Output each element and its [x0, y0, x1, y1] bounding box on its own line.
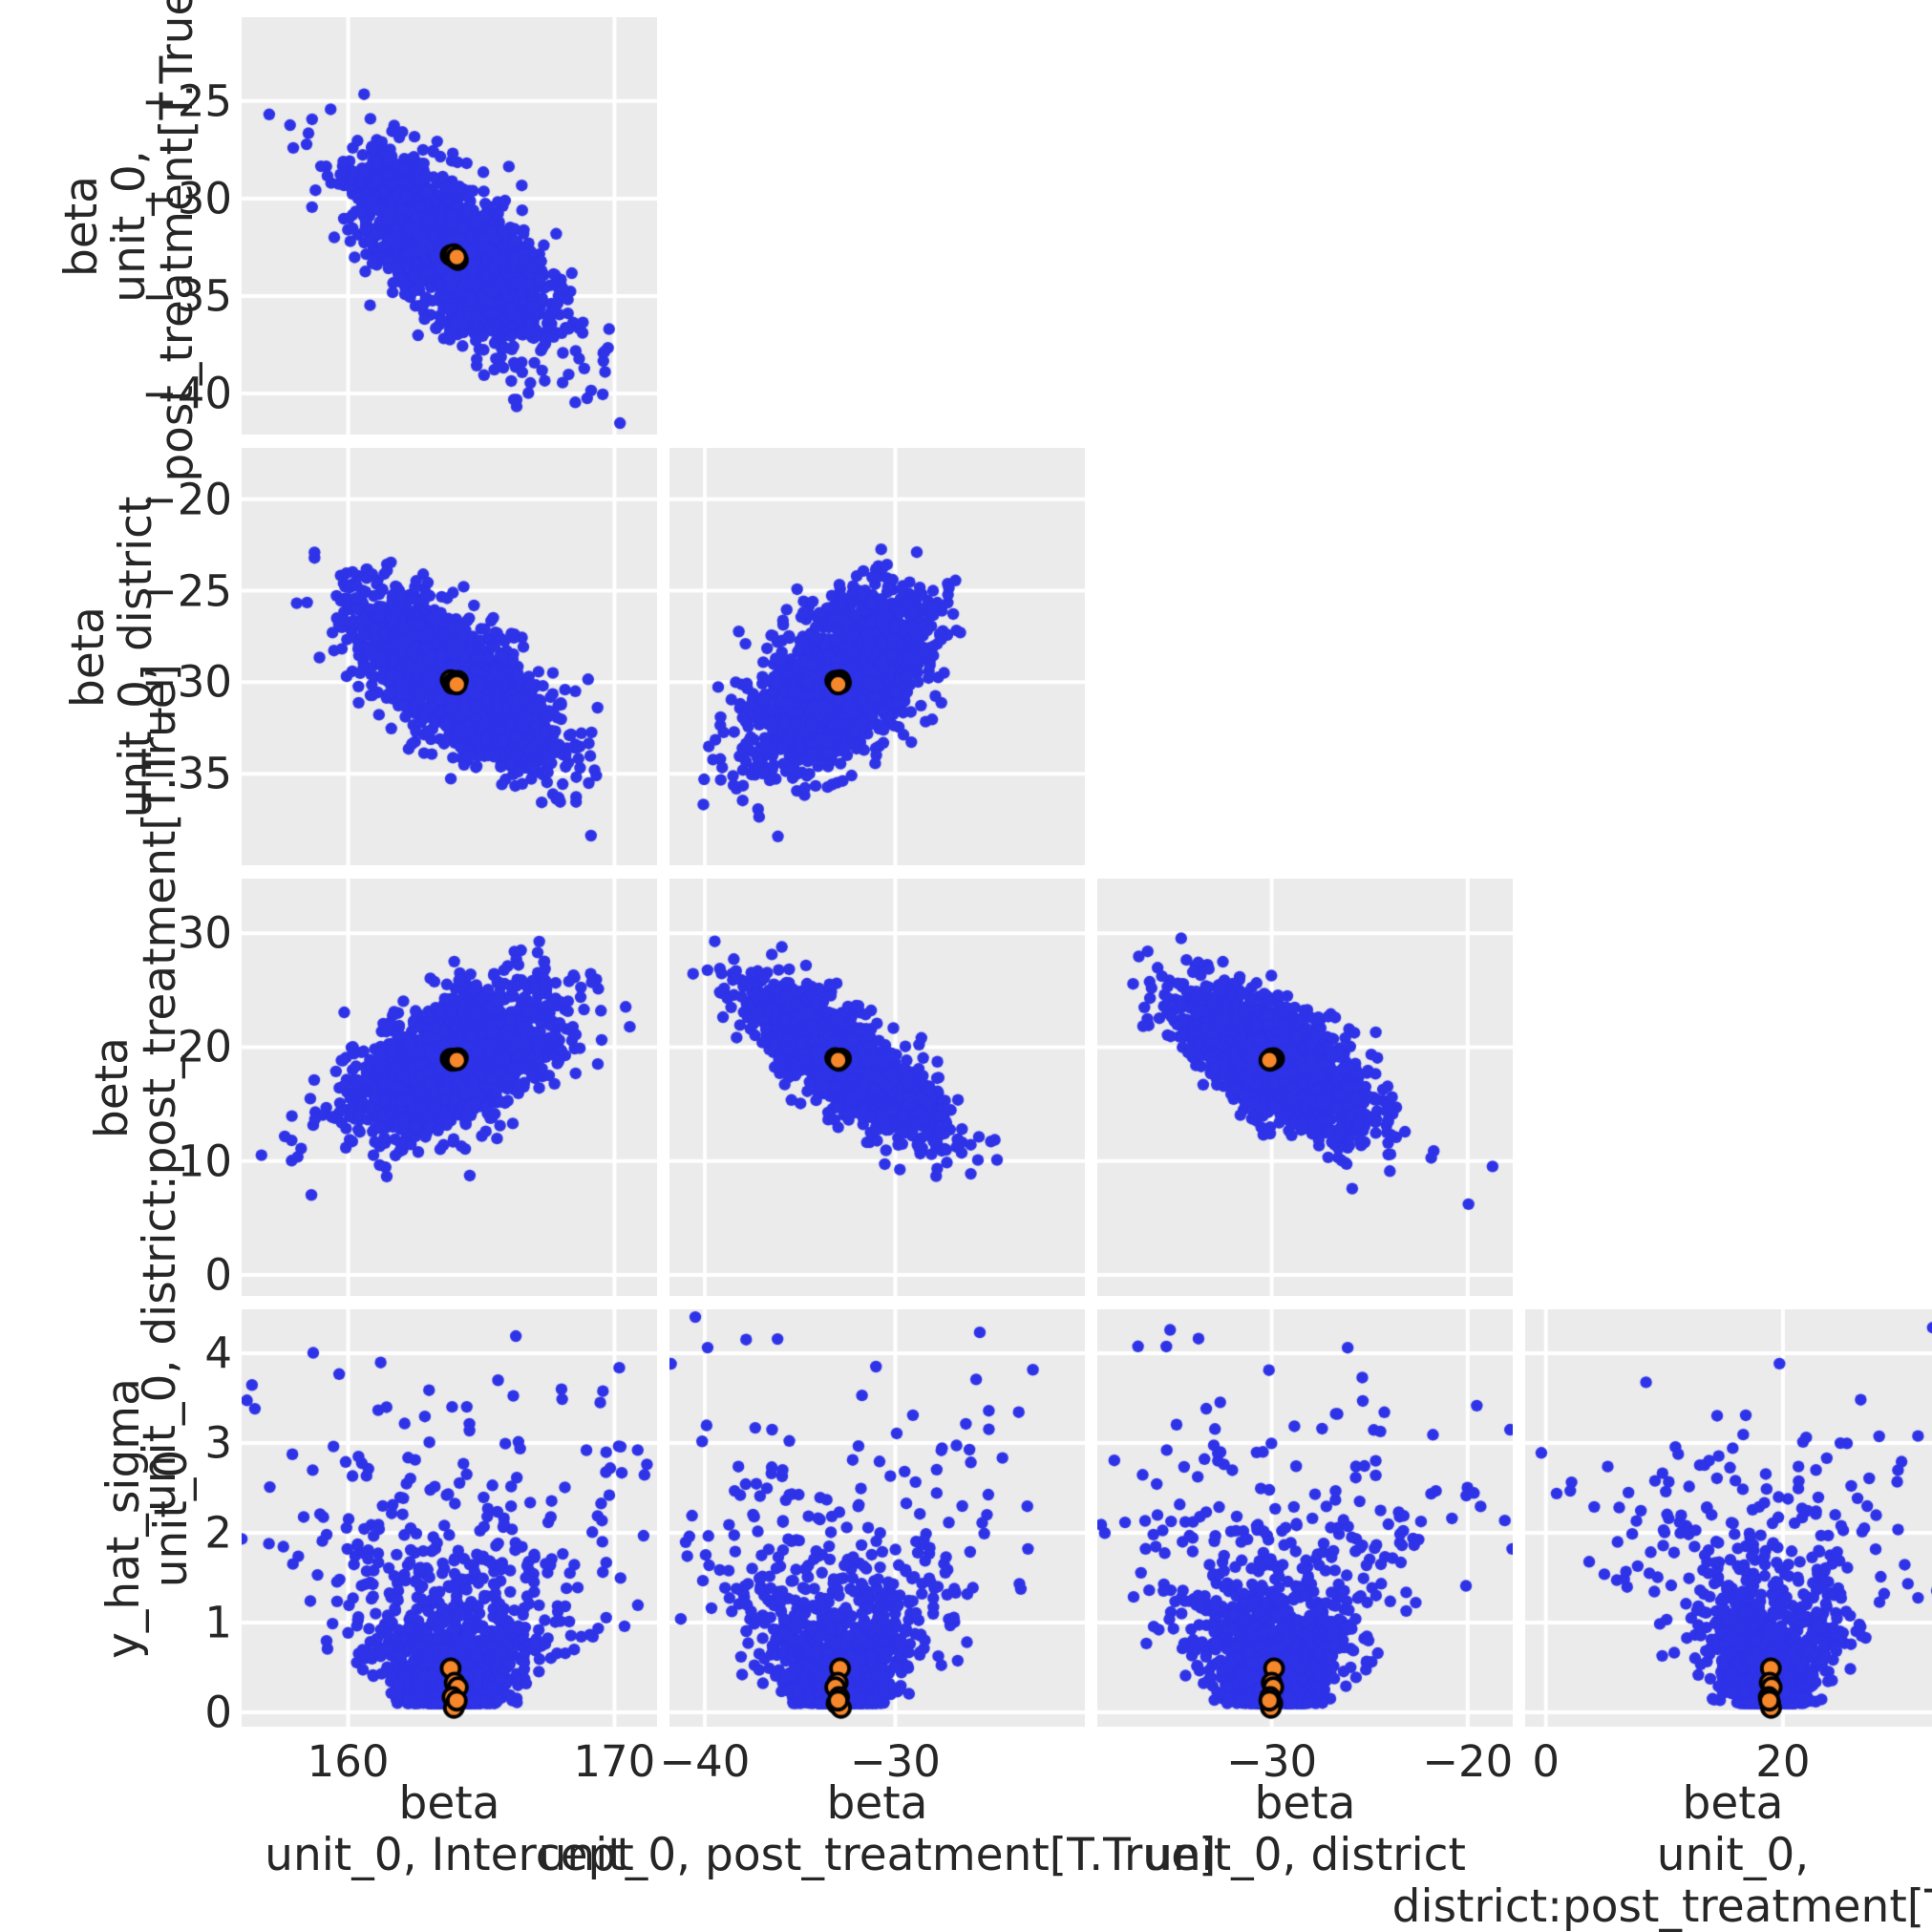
subplot-district_post-vs-intercept: [242, 879, 657, 1296]
y-tick-label: 30: [177, 907, 232, 959]
scatter-panel-canvas: [669, 448, 1085, 865]
scatter-panel-canvas: [1097, 879, 1513, 1296]
y-axis-label-line: unit_0: [145, 1449, 198, 1587]
y-tick-label: 10: [177, 1136, 232, 1187]
y-tick-label: 0: [204, 1687, 232, 1738]
subplot-district-vs-post_treatment: [669, 448, 1085, 865]
y-tick-label: 3: [204, 1417, 232, 1469]
y-tick-label: −25: [141, 565, 232, 616]
y-tick-label: 2: [204, 1507, 232, 1559]
subplot-district-vs-intercept: [242, 448, 657, 865]
x-tick-label: 170: [573, 1736, 656, 1787]
x-tick-label: −40: [659, 1736, 751, 1787]
y-axis-label-post_treatment: beta unit_0, post_treatment[T.True]: [55, 0, 203, 482]
y-tick-label: 1: [204, 1597, 232, 1648]
y-axis-label-line: post_treatment[T.True]: [151, 0, 203, 482]
x-axis-label-line: beta: [826, 1777, 928, 1830]
x-axis-label-line: beta: [398, 1777, 500, 1830]
y-tick-label: −20: [141, 474, 232, 525]
x-axis-label-district_post: betaunit_0,district:post_treatment[T.Tru…: [1392, 1778, 1932, 1932]
x-axis-label-post_treatment: beta unit_0, post_treatment[T.True]: [539, 1778, 1217, 1881]
y-tick-label: −30: [141, 173, 232, 224]
scatter-panel-canvas: [242, 448, 657, 865]
subplot-sigma-vs-post_treatment: [669, 1309, 1085, 1727]
y-tick-label: −30: [141, 656, 232, 708]
subplot-sigma-vs-district_post: [1525, 1309, 1932, 1727]
y-tick-label: −35: [141, 270, 232, 322]
y-tick-label: −40: [141, 368, 232, 419]
y-tick-label: 4: [204, 1327, 232, 1379]
x-axis-label-line: beta: [1682, 1777, 1784, 1830]
y-axis-label-line: beta: [55, 175, 108, 277]
x-tick-label: 160: [307, 1736, 390, 1787]
x-axis-label-intercept: beta unit_0, Intercept: [265, 1778, 634, 1881]
x-tick-label: 0: [1532, 1736, 1560, 1787]
x-tick-label: −30: [1226, 1736, 1318, 1787]
x-tick-label: −20: [1422, 1736, 1514, 1787]
y-tick-label: 20: [177, 1021, 232, 1072]
scatter-panel-canvas: [242, 17, 657, 435]
subplot-sigma-vs-intercept: [242, 1309, 657, 1727]
scatter-panel-canvas: [669, 1309, 1085, 1727]
y-axis-label-sigma: y_hat_sigma unit_0: [97, 1377, 198, 1659]
y-axis-label-line: y_hat_sigma: [97, 1377, 150, 1659]
x-axis-label-line: district:post_treatment[T.True]: [1391, 1880, 1932, 1932]
x-tick-label: −30: [849, 1736, 941, 1787]
y-axis-label-line: unit_0,: [103, 149, 156, 303]
subplot-post_treatment-vs-intercept: [242, 17, 657, 435]
scatter-panel-canvas: [242, 1309, 657, 1727]
x-axis-label-line: beta: [1254, 1777, 1356, 1830]
x-axis-label-line: unit_0, post_treatment[T.True]: [538, 1829, 1217, 1881]
scatter-panel-canvas: [669, 879, 1085, 1296]
x-axis-label-district: beta unit_0, district: [1144, 1778, 1466, 1881]
scatter-panel-canvas: [242, 879, 657, 1296]
y-tick-label: 0: [204, 1249, 232, 1301]
y-tick-label: −35: [141, 748, 232, 799]
subplot-district_post-vs-post_treatment: [669, 879, 1085, 1296]
y-tick-label: −25: [141, 75, 232, 127]
scatter-panel-canvas: [1097, 1309, 1513, 1727]
subplot-district_post-vs-district: [1097, 879, 1513, 1296]
scatter-panel-canvas: [1525, 1309, 1932, 1727]
x-tick-label: 20: [1755, 1736, 1811, 1787]
subplot-sigma-vs-district: [1097, 1309, 1513, 1727]
x-axis-label-line: unit_0,: [1656, 1829, 1810, 1881]
x-axis-label-line: unit_0, Intercept: [265, 1829, 634, 1881]
x-axis-label-line: unit_0, district: [1144, 1829, 1466, 1881]
